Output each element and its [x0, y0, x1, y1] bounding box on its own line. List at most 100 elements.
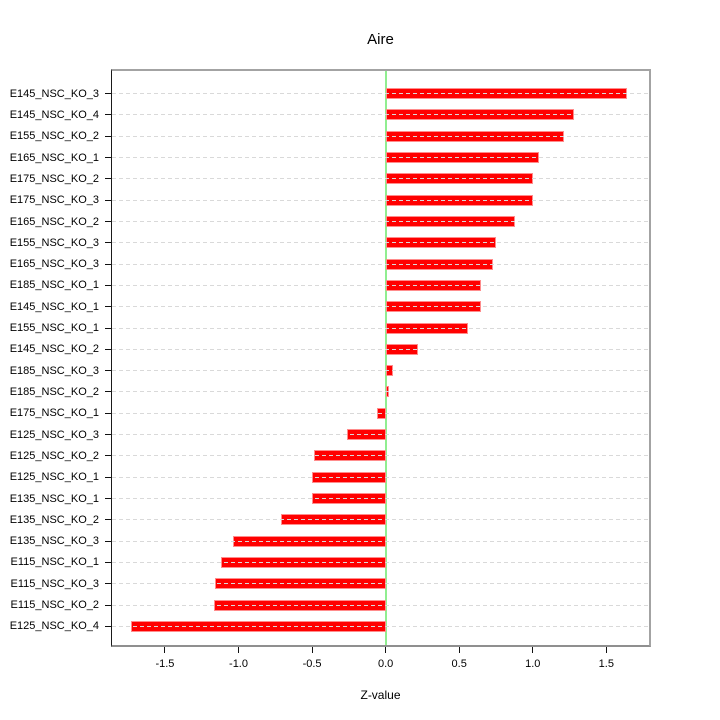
x-axis-tick-label: 1.5 [598, 658, 614, 670]
y-axis-label: E115_NSC_KO_3 [10, 577, 99, 590]
x-axis: -1.5 -1.0 -0.5 0.0 0.5 1.0 1.5 [112, 647, 649, 687]
y-axis-label: E155_NSC_KO_3 [9, 236, 99, 249]
grid-line [112, 221, 649, 222]
y-axis-tick [105, 519, 111, 521]
y-axis-tick [105, 199, 111, 201]
y-axis-label: E155_NSC_KO_1 [9, 322, 99, 335]
y-axis-tick [105, 391, 111, 393]
grid-line [112, 583, 649, 585]
grid-line [112, 455, 649, 457]
y-axis-tick [105, 540, 111, 542]
x-axis-tick [605, 647, 607, 653]
grid-line [112, 540, 649, 542]
y-axis-label: E145_NSC_KO_3 [9, 87, 99, 100]
y-axis-label: E165_NSC_KO_1 [9, 151, 99, 164]
grid-line [112, 284, 649, 286]
y-axis-label: E155_NSC_KO_2 [9, 130, 99, 143]
x-axis-title: Z-value [360, 688, 401, 702]
y-axis-tick [105, 284, 111, 286]
y-axis-tick [105, 370, 111, 372]
zero-line [384, 71, 387, 645]
y-axis-label: E185_NSC_KO_1 [9, 279, 99, 292]
x-axis-tick-label: 0.5 [451, 658, 467, 670]
y-axis-tick [105, 348, 111, 350]
y-axis-label: E125_NSC_KO_3 [9, 428, 99, 441]
grid-line [112, 434, 649, 436]
grid-line [112, 519, 649, 521]
y-axis-tick [105, 625, 111, 627]
y-axis-label: E135_NSC_KO_1 [9, 492, 99, 505]
x-axis-tick [238, 647, 240, 653]
y-axis-label: E175_NSC_KO_3 [9, 194, 99, 207]
y-axis-label: E185_NSC_KO_2 [9, 385, 99, 398]
x-axis-tick-label: -0.5 [302, 658, 322, 670]
grid-line [112, 93, 649, 95]
x-axis-tick [532, 647, 534, 653]
y-axis-tick [105, 498, 111, 499]
grid-line [112, 263, 649, 265]
x-axis-tick-label: -1.0 [229, 658, 248, 670]
y-axis: E145_NSC_KO_3 E145_NSC_KO_4 E155_NSC_KO_2 E… [0, 71, 111, 645]
grid-line [112, 412, 649, 414]
y-axis-tick [105, 583, 111, 585]
y-axis-tick [105, 178, 111, 180]
grid-line [112, 199, 649, 201]
grid-line [112, 498, 649, 499]
y-axis-tick [105, 93, 111, 95]
x-axis-tick-label: 1.0 [525, 658, 541, 670]
y-axis-label: E145_NSC_KO_2 [9, 343, 99, 356]
y-axis-label: E125_NSC_KO_2 [9, 449, 99, 462]
y-axis-tick [105, 561, 111, 563]
grid-line [112, 135, 649, 137]
x-axis-tick [385, 647, 387, 653]
grid-line [112, 625, 649, 627]
y-axis-tick [105, 434, 111, 436]
grid-line [112, 327, 649, 329]
y-axis-label: E115_NSC_KO_1 [10, 556, 99, 569]
x-axis-tick [458, 647, 460, 653]
x-axis-tick-label: 0.0 [377, 658, 394, 670]
y-axis-label: E135_NSC_KO_3 [9, 535, 99, 548]
chart-title: Aire [367, 31, 394, 48]
grid-line [112, 391, 649, 393]
y-axis-tick [105, 455, 111, 457]
y-axis-tick [105, 306, 111, 308]
y-axis-tick [105, 221, 111, 222]
y-axis-label: E135_NSC_KO_2 [9, 513, 99, 526]
grid-line [112, 178, 649, 180]
x-axis-tick [311, 647, 313, 653]
x-axis-tick-label: -1.5 [155, 658, 175, 670]
y-axis-label: E145_NSC_KO_4 [9, 108, 99, 121]
y-axis-label: E185_NSC_KO_3 [9, 364, 99, 377]
y-axis-label: E165_NSC_KO_2 [9, 215, 99, 228]
y-axis-tick [105, 135, 111, 137]
y-axis-tick [105, 263, 111, 265]
plot-inner [112, 71, 649, 645]
y-axis-tick [105, 157, 111, 159]
y-axis-label: E125_NSC_KO_1 [9, 471, 99, 484]
grid-line [112, 370, 649, 372]
x-axis-tick [164, 647, 166, 653]
y-axis-label: E175_NSC_KO_2 [9, 172, 99, 185]
y-axis-tick [105, 476, 111, 478]
y-axis-label: E115_NSC_KO_2 [10, 599, 99, 612]
y-axis-tick [105, 242, 111, 244]
y-axis-label: E145_NSC_KO_1 [9, 300, 99, 313]
y-axis-label: E165_NSC_KO_3 [9, 258, 99, 271]
grid-line [112, 561, 649, 563]
grid-line [112, 476, 649, 478]
grid-line [112, 604, 649, 606]
grid-line [112, 242, 649, 244]
grid-line [112, 157, 649, 159]
y-axis-tick [105, 604, 111, 606]
y-axis-tick [105, 114, 111, 116]
grid-line [112, 348, 649, 350]
grid-line [112, 114, 649, 116]
y-axis-tick [105, 327, 111, 329]
y-axis-label: E125_NSC_KO_4 [9, 620, 99, 633]
y-axis-tick [105, 412, 111, 414]
plot-area [111, 69, 651, 647]
y-axis-label: E175_NSC_KO_1 [9, 407, 99, 420]
grid-line [112, 306, 649, 308]
